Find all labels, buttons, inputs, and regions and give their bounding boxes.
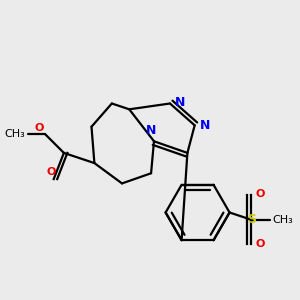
Text: CH₃: CH₃ <box>273 215 293 225</box>
Text: S: S <box>247 213 256 226</box>
Text: N: N <box>200 119 210 132</box>
Text: N: N <box>146 124 156 137</box>
Text: O: O <box>47 167 56 177</box>
Text: N: N <box>175 95 185 109</box>
Text: O: O <box>256 190 265 200</box>
Text: CH₃: CH₃ <box>4 129 25 139</box>
Text: O: O <box>34 123 44 133</box>
Text: O: O <box>256 239 265 249</box>
